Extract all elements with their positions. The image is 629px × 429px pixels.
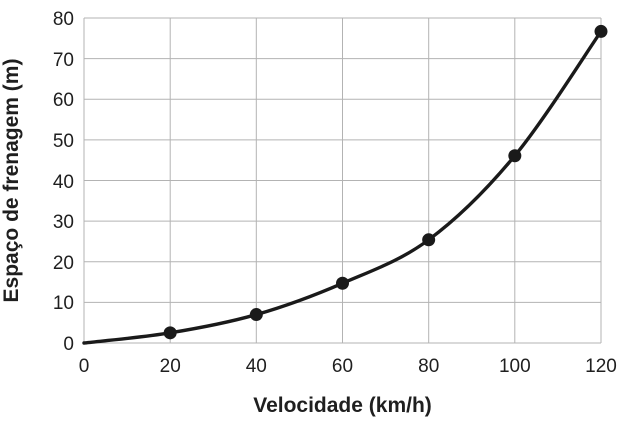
- svg-text:120: 120: [585, 356, 617, 377]
- svg-text:40: 40: [53, 172, 74, 193]
- svg-text:80: 80: [418, 356, 439, 377]
- svg-text:Velocidade (km/h): Velocidade (km/h): [253, 394, 432, 417]
- svg-text:60: 60: [332, 356, 353, 377]
- svg-text:0: 0: [63, 334, 74, 355]
- svg-text:80: 80: [53, 9, 74, 30]
- svg-text:50: 50: [53, 131, 74, 152]
- svg-text:100: 100: [499, 356, 531, 377]
- svg-text:20: 20: [160, 356, 181, 377]
- svg-text:0: 0: [79, 356, 90, 377]
- svg-text:40: 40: [246, 356, 267, 377]
- svg-text:10: 10: [53, 293, 74, 314]
- svg-text:Espaço de frenagem (m): Espaço de frenagem (m): [0, 59, 23, 303]
- svg-text:60: 60: [53, 90, 74, 111]
- svg-text:30: 30: [53, 212, 74, 233]
- svg-text:70: 70: [53, 50, 74, 71]
- svg-text:20: 20: [53, 253, 74, 274]
